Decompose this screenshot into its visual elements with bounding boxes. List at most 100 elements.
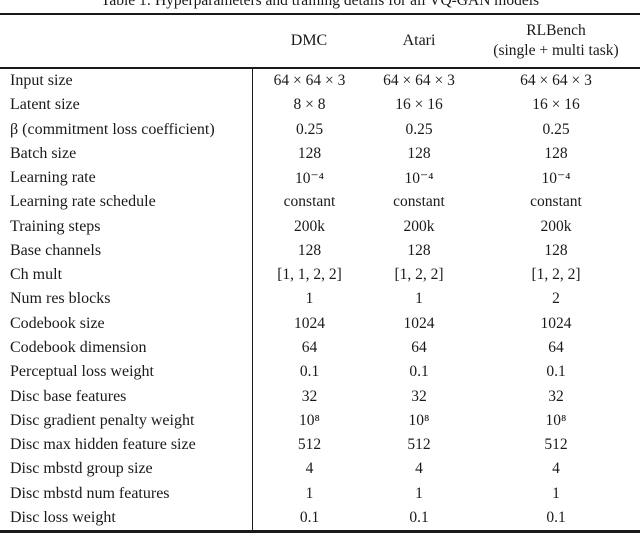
cell-atari: 10⁻⁴: [404, 169, 434, 187]
table-row-disc-mbstd-num-features: Disc mbstd num features 1 1 1: [0, 481, 640, 506]
header-rule: [0, 67, 640, 69]
cell-rlbench: 10⁻⁴: [541, 169, 571, 187]
cell-rlbench: 64: [548, 339, 564, 357]
cell-dmc: 0.25: [252, 117, 366, 142]
row-label: Batch size: [10, 144, 77, 162]
row-label: Disc mbstd num features: [10, 484, 170, 502]
cell-atari: constant: [393, 193, 445, 211]
table-row-perceptual-loss-weight: Perceptual loss weight 0.1 0.1 0.1: [0, 360, 640, 385]
cell-atari: [1, 2, 2]: [394, 266, 444, 284]
cell-dmc: constant: [252, 190, 366, 215]
cell-atari: 512: [407, 436, 431, 454]
cell-atari: 0.1: [409, 363, 429, 381]
table-row-commitment-loss: β (commitment loss coefficient) 0.25 0.2…: [0, 117, 640, 142]
cell-rlbench: 16 × 16: [532, 96, 580, 114]
cell-rlbench: 2: [552, 290, 560, 308]
cell-dmc: 0.1: [252, 505, 366, 530]
cell-atari: 0.1: [409, 508, 429, 526]
table-row-batch-size: Batch size 128 128 128: [0, 141, 640, 167]
cell-rlbench: 128: [544, 241, 568, 259]
cell-dmc: 128: [252, 141, 366, 167]
row-label: β (commitment loss coefficient): [10, 120, 215, 138]
cell-atari: 16 × 16: [395, 96, 443, 114]
cell-dmc: 10⁻⁴: [252, 166, 366, 191]
rlbench-subtitle: (single + multi task): [493, 42, 619, 59]
table-row-training-steps: Training steps 200k 200k 200k: [0, 214, 640, 239]
table-row-num-res-blocks: Num res blocks 1 1 2: [0, 287, 640, 312]
row-label: Disc gradient penalty weight: [10, 411, 195, 429]
row-label: Perceptual loss weight: [10, 363, 154, 381]
cell-atari: 1: [415, 484, 423, 502]
cell-rlbench: 512: [544, 436, 568, 454]
top-rule: [0, 13, 640, 15]
table-body: Input size 64 × 64 × 3 64 × 64 × 3 64 × …: [0, 69, 640, 530]
table-row-disc-mbstd-group-size: Disc mbstd group size 4 4 4: [0, 457, 640, 482]
cell-atari: 32: [411, 387, 427, 405]
table-row-latent-size: Latent size 8 × 8 16 × 16 16 × 16: [0, 93, 640, 118]
cell-rlbench: 64 × 64 × 3: [520, 72, 592, 90]
cell-rlbench: constant: [530, 193, 582, 211]
row-label: Disc base features: [10, 387, 127, 405]
cell-atari: 64 × 64 × 3: [383, 72, 455, 90]
table-row-disc-gradient-penalty: Disc gradient penalty weight 10⁸ 10⁸ 10⁸: [0, 408, 640, 433]
header-spacer: [0, 15, 252, 67]
table-row-base-channels: Base channels 128 128 128: [0, 238, 640, 264]
cell-rlbench: 10⁸: [545, 411, 567, 429]
row-label: Latent size: [10, 96, 80, 114]
cell-dmc: 128: [252, 238, 366, 264]
cell-rlbench: 200k: [540, 217, 572, 235]
cell-dmc: 8 × 8: [252, 93, 366, 118]
table-row-learning-rate: Learning rate 10⁻⁴ 10⁻⁴ 10⁻⁴: [0, 166, 640, 191]
cell-dmc: [1, 1, 2, 2]: [252, 263, 366, 288]
cell-atari: 10⁸: [408, 411, 430, 429]
cell-dmc: 1: [252, 481, 366, 506]
cell-rlbench: 1: [552, 484, 560, 502]
table-header: DMC Atari RLBench (single + multi task): [0, 15, 640, 67]
cell-dmc: 32: [252, 384, 366, 409]
cell-rlbench: 0.1: [546, 508, 566, 526]
cell-dmc: 64 × 64 × 3: [252, 69, 366, 94]
cell-rlbench: 0.1: [546, 363, 566, 381]
cell-dmc: 10⁸: [252, 408, 366, 433]
row-label: Base channels: [10, 241, 102, 259]
cell-rlbench: [1, 2, 2]: [531, 266, 581, 284]
cell-rlbench: 32: [548, 387, 564, 405]
row-label: Training steps: [10, 217, 101, 235]
cell-atari: 128: [407, 144, 431, 162]
cell-atari: 200k: [403, 217, 435, 235]
row-label: Input size: [10, 72, 73, 90]
column-header-rlbench: RLBench (single + multi task): [472, 15, 640, 67]
cell-dmc: 512: [252, 432, 366, 458]
cell-atari: 1: [415, 290, 423, 308]
column-header-atari: Atari: [402, 32, 436, 49]
rlbench-title: RLBench: [526, 22, 586, 39]
table-row-codebook-size: Codebook size 1024 1024 1024: [0, 311, 640, 336]
cell-atari: 128: [407, 241, 431, 259]
cell-dmc: 1: [252, 287, 366, 312]
column-header-dmc: DMC: [290, 32, 328, 49]
row-label: Codebook dimension: [10, 339, 147, 357]
row-label: Learning rate schedule: [10, 193, 156, 211]
table-row-disc-base-features: Disc base features 32 32 32: [0, 384, 640, 409]
cell-atari: 4: [415, 460, 423, 478]
cell-dmc: 1024: [252, 311, 366, 336]
table-row-disc-loss-weight: Disc loss weight 0.1 0.1 0.1: [0, 505, 640, 530]
cell-atari: 0.25: [405, 120, 433, 138]
cell-atari: 1024: [403, 314, 435, 332]
row-label: Ch mult: [10, 266, 63, 284]
row-label: Disc mbstd group size: [10, 460, 153, 478]
bottom-rule: [0, 530, 640, 533]
table-row-ch-mult: Ch mult [1, 1, 2, 2] [1, 2, 2] [1, 2, 2]: [0, 263, 640, 288]
row-label: Learning rate: [10, 169, 96, 187]
row-label: Disc loss weight: [10, 508, 116, 526]
table-row-disc-max-hidden-feature: Disc max hidden feature size 512 512 512: [0, 432, 640, 458]
cell-rlbench: 1024: [540, 314, 572, 332]
cell-rlbench: 4: [552, 460, 560, 478]
row-label: Num res blocks: [10, 290, 111, 308]
cell-dmc: 0.1: [252, 360, 366, 385]
cell-dmc: 4: [252, 457, 366, 482]
table-row-lr-schedule: Learning rate schedule constant constant…: [0, 190, 640, 215]
row-label: Disc max hidden feature size: [10, 436, 196, 454]
table-row-input-size: Input size 64 × 64 × 3 64 × 64 × 3 64 × …: [0, 69, 640, 94]
